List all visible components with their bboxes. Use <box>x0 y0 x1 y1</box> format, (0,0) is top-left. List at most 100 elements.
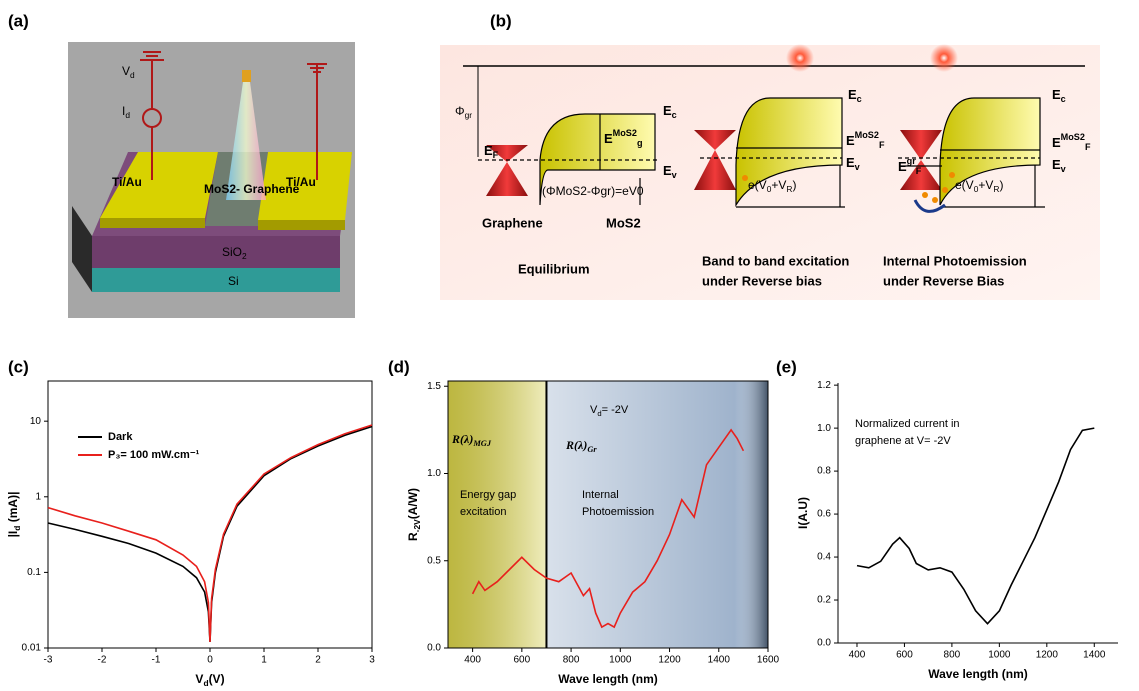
text-part: = -2V <box>602 404 629 416</box>
y-tick-label: 0.4 <box>817 552 831 563</box>
text-part: +V <box>978 178 993 192</box>
text-part: V <box>195 672 203 686</box>
x-tick-label: 800 <box>563 655 580 666</box>
text-part: gr <box>465 110 473 120</box>
annotation: graphene at V= -2V <box>855 435 951 447</box>
text-part: MoS2 <box>613 128 637 138</box>
panel-label: (a) <box>8 11 29 30</box>
label: MoS2- Graphene <box>204 182 300 196</box>
text-part: SiO <box>222 245 242 259</box>
text-part: g <box>637 138 643 148</box>
shading <box>546 381 768 648</box>
y-tick-label: 0.2 <box>817 595 831 606</box>
text-part: R(λ) <box>451 432 473 446</box>
label: MoS2 <box>606 215 641 230</box>
y-tick-label: 10 <box>30 416 42 427</box>
text-part: d <box>125 110 130 120</box>
text-part: E <box>898 159 907 174</box>
x-axis-label: Vd(V) <box>195 672 224 688</box>
data-line <box>857 428 1094 624</box>
panel-label: (c) <box>8 357 29 376</box>
y-tick-label: 1.0 <box>817 423 831 434</box>
x-tick-label: 800 <box>944 650 961 661</box>
y-axis-label: I(A.U) <box>796 497 810 529</box>
x-tick-label: -3 <box>44 655 53 666</box>
x-tick-label: 1000 <box>988 650 1011 661</box>
label: (ΦMoS2-Φgr)=eV0 <box>542 184 644 198</box>
text-part: d <box>130 70 135 80</box>
sio2-layer <box>92 236 340 268</box>
y-axis-label: |Id (mA)| <box>6 492 22 538</box>
text-part: c <box>857 94 862 104</box>
text-part: MoS2 <box>855 130 879 140</box>
text-part: e(V <box>748 178 767 192</box>
text-part: ) <box>999 178 1003 192</box>
text-part: R(λ) <box>565 438 587 452</box>
x-tick-label: 1 <box>261 655 267 666</box>
contact-edge <box>100 218 205 228</box>
data-line <box>48 425 372 642</box>
y-tick-label: 1.2 <box>817 380 831 391</box>
text-part: E <box>1052 157 1061 172</box>
caption: Band to band excitation <box>702 253 849 268</box>
text-part: MoS2 <box>1061 132 1085 142</box>
x-axis-label: Wave length (nm) <box>928 667 1028 681</box>
annotation: Energy gap <box>460 489 516 501</box>
text-part: E <box>604 131 613 146</box>
label: Graphene <box>482 215 543 230</box>
data-line <box>48 427 372 643</box>
x-tick-label: 2 <box>315 655 321 666</box>
x-tick-label: 1200 <box>1036 650 1059 661</box>
x-tick-label: 1000 <box>609 655 632 666</box>
text-part: F <box>493 150 499 160</box>
text-part: E <box>848 87 857 102</box>
light <box>786 44 814 72</box>
text-part: Φ <box>455 104 465 118</box>
text-part: E <box>1052 135 1061 150</box>
annotation: Internal <box>582 489 619 501</box>
y-tick-label: 0.6 <box>817 509 831 520</box>
legend-label: Dark <box>108 431 133 443</box>
text-part: E <box>484 143 493 158</box>
text-part: |I <box>6 531 20 538</box>
plot-frame <box>48 381 372 648</box>
text-part: ) <box>792 178 796 192</box>
text-part: gr <box>907 156 917 166</box>
contact-edge <box>258 220 345 230</box>
text-part: E <box>1052 87 1061 102</box>
x-tick-label: 400 <box>849 650 866 661</box>
source <box>242 70 251 82</box>
text-part: (A/W) <box>406 488 420 519</box>
caption: under Reverse Bias <box>883 273 1004 288</box>
text-part: E <box>663 163 672 178</box>
label: Si <box>228 274 239 288</box>
x-tick-label: 1400 <box>1083 650 1106 661</box>
text-part: +V <box>771 178 786 192</box>
y-tick-label: 0.8 <box>817 466 831 477</box>
text-part: e(V <box>955 178 974 192</box>
x-tick-label: 1600 <box>757 655 780 666</box>
figure: (a)VdIdTi/AuTi/AuMoS2- GrapheneSiO2Si(b)… <box>0 0 1139 691</box>
x-tick-label: 400 <box>464 655 481 666</box>
light <box>930 44 958 72</box>
text-part: E <box>663 103 672 118</box>
x-tick-label: 1200 <box>658 655 681 666</box>
x-tick-label: -1 <box>152 655 161 666</box>
x-tick-label: 3 <box>369 655 375 666</box>
x-tick-label: 600 <box>896 650 913 661</box>
text-part: (mA)| <box>6 492 20 526</box>
y-tick-label: 1 <box>35 491 41 502</box>
annotation: excitation <box>460 506 506 518</box>
annotation: Normalized current in <box>855 418 960 430</box>
y-axis-label: R-2V(A/W) <box>406 488 422 541</box>
x-axis-label: Wave length (nm) <box>558 672 658 686</box>
caption: Equilibrium <box>518 261 590 276</box>
text-part: -2V <box>412 519 422 532</box>
panel-label: (e) <box>776 357 797 376</box>
text-part: F <box>1085 142 1091 152</box>
annotation: Photoemission <box>582 506 654 518</box>
x-tick-label: 600 <box>514 655 531 666</box>
y-tick-label: 1.5 <box>427 381 441 392</box>
text-part: Gr <box>587 445 597 454</box>
caption: under Reverse bias <box>702 273 822 288</box>
